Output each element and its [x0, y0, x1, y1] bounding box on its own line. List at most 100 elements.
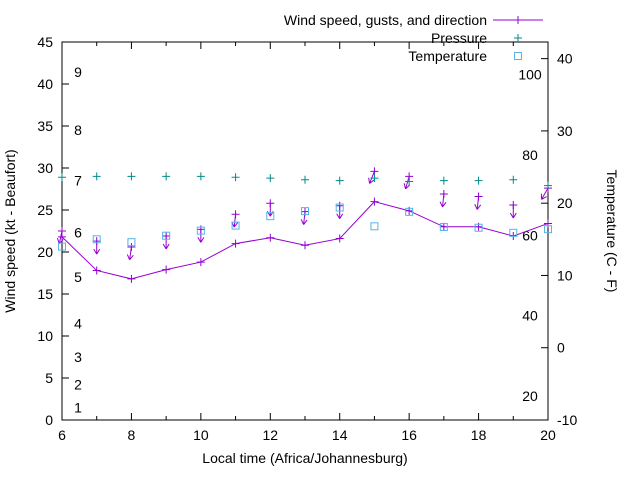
beaufort-label: 8: [74, 122, 82, 138]
x-tick-label: 18: [471, 427, 487, 443]
x-tick-label: 10: [193, 427, 209, 443]
wind-direction-arrow: [509, 204, 517, 219]
plus-marker: [474, 176, 483, 185]
wind-speed-series: [56, 167, 552, 283]
wind-direction-arrow: [162, 236, 170, 250]
x-axis-title: Local time (Africa/Johannesburg): [202, 450, 407, 466]
fahrenheit-label: 100: [518, 67, 542, 83]
pressure-series: [58, 172, 552, 190]
x-tick-label: 14: [332, 427, 348, 443]
plus-marker: [544, 181, 552, 190]
square-marker: [266, 212, 275, 221]
y2-tick-label: 0: [557, 340, 565, 356]
y2-tick-label: 30: [557, 123, 573, 139]
legend: Wind speed, gusts, and direction Pressure…: [284, 12, 543, 64]
x-tick-label: 6: [58, 427, 66, 443]
y-tick-label: 0: [45, 412, 53, 428]
plus-marker: [514, 34, 522, 42]
y-tick-label: 5: [45, 370, 53, 386]
fahrenheit-label: 20: [522, 388, 538, 404]
plus-marker: [439, 176, 448, 185]
temperature-series: [58, 203, 552, 251]
square-marker: [370, 222, 379, 231]
plus-marker: [196, 258, 205, 267]
y-tick-label: 15: [37, 286, 53, 302]
plus-marker: [162, 172, 171, 181]
square-marker: [301, 207, 309, 216]
plus-marker: [509, 175, 518, 184]
square-marker: [514, 52, 522, 60]
plus-marker: [266, 174, 275, 183]
square-marker: [127, 238, 136, 247]
plus-marker: [370, 197, 379, 206]
plus-marker: [514, 16, 522, 24]
plus-marker: [266, 233, 275, 242]
x-axis: 6 8 10 12 14 16 18 20: [58, 42, 556, 443]
square-marker: [474, 223, 483, 232]
y2-tick-label: 40: [557, 51, 573, 67]
plus-marker: [301, 241, 309, 250]
y-tick-label: 20: [37, 244, 53, 260]
beaufort-label: 7: [74, 173, 82, 189]
plus-marker: [162, 265, 171, 274]
wind-direction-arrow: [403, 176, 411, 190]
beaufort-label: 6: [74, 225, 82, 241]
fahrenheit-label: 40: [522, 308, 538, 324]
beaufort-label: 1: [74, 399, 82, 415]
square-marker: [544, 225, 552, 234]
wind-direction-arrow: [474, 196, 482, 210]
x-tick-label: 8: [128, 427, 136, 443]
beaufort-label: 4: [74, 315, 82, 331]
wind-direction-arrow: [266, 203, 274, 217]
wind-direction-arrow: [197, 229, 205, 243]
wind-direction-arrow: [540, 187, 549, 200]
y2-tick-label: 10: [557, 267, 573, 283]
plus-marker: [370, 174, 379, 183]
y-tick-label: 35: [37, 118, 53, 134]
square-marker: [405, 207, 414, 216]
wind-direction-arrow: [126, 246, 134, 261]
legend-label: Pressure: [431, 30, 487, 46]
plus-marker: [370, 167, 379, 176]
plus-marker: [127, 274, 136, 283]
legend-label: Wind speed, gusts, and direction: [284, 12, 487, 28]
plus-marker: [58, 173, 66, 182]
plus-marker: [127, 172, 136, 181]
wind-direction-arrow: [439, 193, 447, 208]
plus-marker: [405, 177, 414, 186]
plus-marker: [231, 173, 240, 182]
beaufort-label: 9: [74, 64, 82, 80]
x-tick-label: 16: [401, 427, 417, 443]
square-marker: [162, 231, 171, 240]
y-tick-label: 30: [37, 160, 53, 176]
x-tick-label: 20: [540, 427, 556, 443]
y2-tick-label: 20: [557, 195, 573, 211]
y2-tick-label: -10: [557, 412, 577, 428]
plus-marker: [231, 239, 240, 248]
y-tick-label: 40: [37, 76, 53, 92]
plus-marker: [196, 172, 205, 181]
legend-label: Temperature: [408, 48, 487, 64]
y-tick-label: 10: [37, 328, 53, 344]
beaufort-label: 5: [74, 269, 82, 285]
plus-marker: [92, 172, 101, 181]
wind-direction-arrow: [300, 211, 308, 225]
left-axis-title: Wind speed (kt - Beaufort): [2, 149, 18, 312]
square-marker: [231, 221, 240, 230]
square-marker: [58, 242, 66, 251]
wind-direction-arrow: [336, 205, 344, 220]
square-marker: [92, 235, 101, 244]
plus-marker: [335, 176, 344, 185]
square-marker: [509, 228, 518, 237]
square-marker: [196, 226, 205, 235]
plus-marker: [335, 234, 344, 243]
plus-marker: [92, 266, 101, 275]
wind-direction-arrow: [368, 171, 375, 184]
x-tick-label: 12: [262, 427, 278, 443]
plus-marker: [301, 175, 309, 184]
square-marker: [335, 203, 344, 212]
beaufort-label: 3: [74, 349, 82, 365]
plus-marker: [439, 222, 448, 231]
